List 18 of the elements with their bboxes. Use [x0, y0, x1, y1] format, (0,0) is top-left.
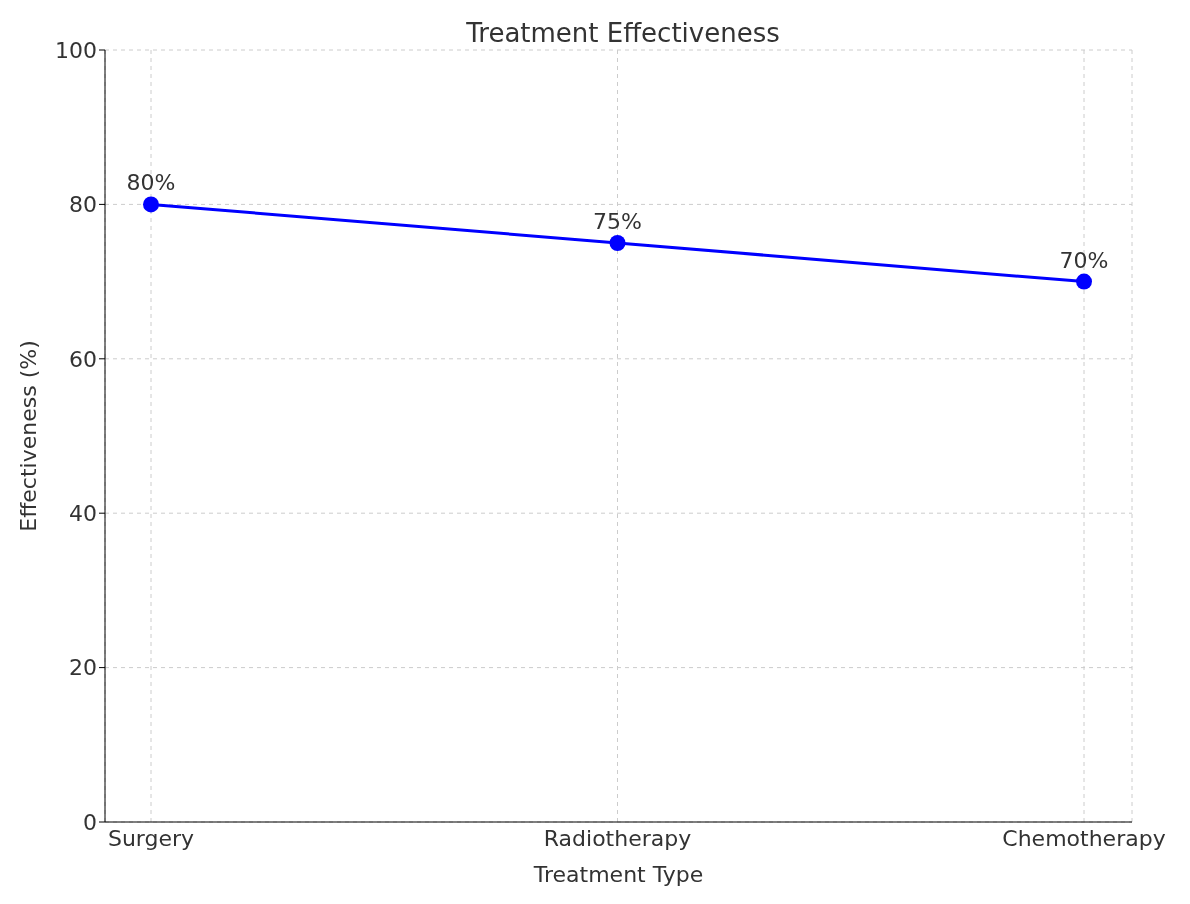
- data-label: 80%: [126, 170, 176, 196]
- x-axis-title: Treatment Type: [532, 862, 704, 887]
- x-tick-label: Surgery: [107, 825, 195, 851]
- data-label: 70%: [1059, 247, 1109, 273]
- point: [143, 196, 159, 213]
- x-tick-label: Radiotherapy: [543, 825, 692, 851]
- point: [1076, 273, 1092, 290]
- y-tick-label: 80: [69, 192, 97, 218]
- point: [609, 235, 626, 251]
- y-tick-label: 20: [69, 655, 97, 681]
- y-tick-label: 0: [83, 809, 97, 835]
- y-tick-label: 60: [69, 346, 97, 372]
- chart-title: Treatment Effectiveness: [465, 18, 781, 48]
- y-tick-label: 40: [69, 501, 97, 527]
- x-tick-label: Chemotherapy: [1002, 825, 1166, 851]
- y-tick-label: 100: [55, 37, 97, 63]
- y-axis-title: Effectiveness (%): [15, 340, 41, 532]
- data-label: 75%: [593, 209, 642, 234]
